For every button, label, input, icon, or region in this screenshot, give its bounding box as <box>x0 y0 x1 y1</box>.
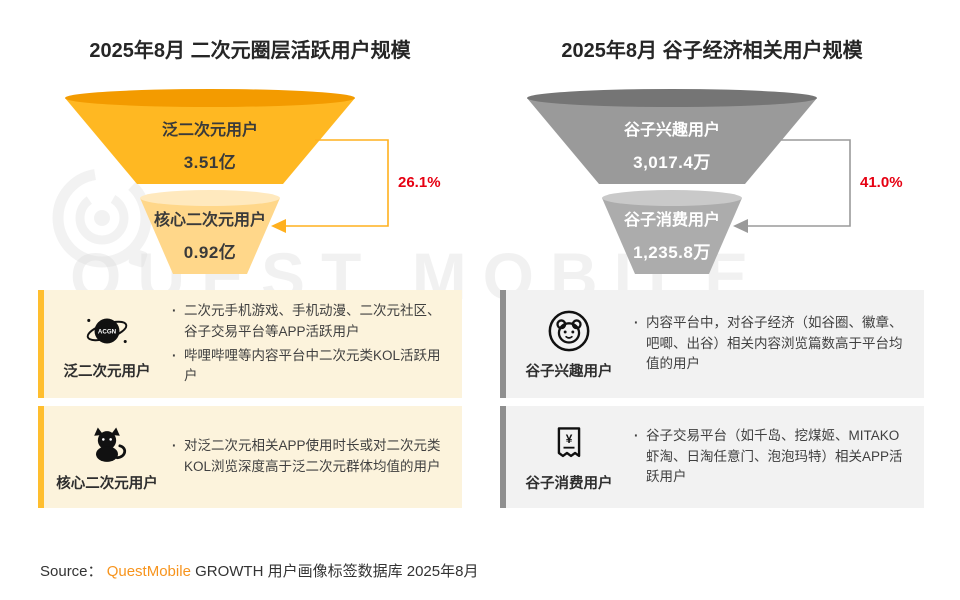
left-funnel-bottom-label: 核心二次元用户 <box>153 212 266 229</box>
card-label: 谷子兴趣用户 <box>525 363 613 380</box>
card-bullet-list: 对泛二次元相关APP使用时长或对二次元类KOL浏览深度高于泛二次元群体均值的用户 <box>170 425 462 489</box>
right-funnel-top-ellipse <box>527 89 817 107</box>
acgn-planet-icon: ACGN <box>86 318 128 343</box>
right-funnel-top-shape <box>527 98 817 184</box>
source-line: Source： QuestMobile GROWTH 用户画像标签数据库 202… <box>40 560 478 581</box>
card-label: 核心二次元用户 <box>56 475 158 492</box>
pan-acgn-user-card: ACGN 泛二次元用户 二次元手机游戏、手机动漫、二次元社区、谷子交易平台等AP… <box>38 290 462 398</box>
card-bullet-list: 二次元手机游戏、手机动漫、二次元社区、谷子交易平台等APP活跃用户 哔哩哔哩等内… <box>170 290 462 399</box>
card-icon-column: ACGN 泛二次元用户 <box>44 308 170 381</box>
card-icon-column: 核心二次元用户 <box>44 422 170 493</box>
left-conversion-rate: 26.1% <box>398 174 441 191</box>
left-funnel-bottom-value: 0.92亿 <box>183 243 237 262</box>
right-funnel-bottom-ellipse <box>602 190 742 206</box>
right-panel-title: 2025年8月 谷子经济相关用户规模 <box>561 40 863 62</box>
left-funnel-top-shape <box>65 98 355 184</box>
card-icon-column: ¥ 谷子消费用户 <box>506 422 632 493</box>
questmobile-logo-watermark <box>44 158 164 288</box>
card-icon-column: 谷子兴趣用户 <box>506 308 632 381</box>
right-funnel-top-value: 3,017.4万 <box>633 153 711 172</box>
yen-icon-text: ¥ <box>566 432 573 446</box>
core-acgn-user-card: 核心二次元用户 对泛二次元相关APP使用时长或对二次元类KOL浏览深度高于泛二次… <box>38 406 462 508</box>
left-funnel-chart: 泛二次元用户 3.51亿 核心二次元用户 0.92亿 26.1% <box>50 84 480 289</box>
right-conversion-bracket <box>748 139 851 227</box>
bullet-item: 内容平台中，对谷子经济（如谷圈、徽章、吧唧、出谷）相关内容浏览篇数高于平台均值的… <box>632 313 906 376</box>
left-funnel-svg <box>65 89 389 274</box>
goods-interest-user-card: 谷子兴趣用户 内容平台中，对谷子经济（如谷圈、徽章、吧唧、出谷）相关内容浏览篇数… <box>500 290 924 398</box>
bullet-item: 哔哩哔哩等内容平台中二次元类KOL活跃用户 <box>170 346 444 388</box>
left-funnel-top-ellipse <box>65 89 355 107</box>
left-funnel-bottom-ellipse <box>140 190 280 206</box>
card-bullet-list: 内容平台中，对谷子经济（如谷圈、徽章、吧唧、出谷）相关内容浏览篇数高于平台均值的… <box>632 302 924 387</box>
receipt-yen-icon: ¥ <box>557 426 581 457</box>
left-funnel-top-value: 3.51亿 <box>183 153 237 172</box>
q-logo-icon <box>52 168 152 268</box>
card-label: 谷子消费用户 <box>525 475 613 492</box>
bullet-item: 对泛二次元相关APP使用时长或对二次元类KOL浏览深度高于泛二次元群体均值的用户 <box>170 436 444 478</box>
left-conversion-bracket <box>286 139 389 227</box>
left-conversion-arrow <box>271 219 286 233</box>
left-panel-title: 2025年8月 二次元圈层活跃用户规模 <box>89 40 411 62</box>
card-bullet-list: 谷子交易平台（如千岛、挖煤姬、MITAKO虾淘、日淘任意门、泡泡玛特）相关APP… <box>632 415 924 500</box>
bear-face-circle-icon <box>548 310 590 351</box>
source-prefix: Source： <box>40 563 103 580</box>
right-funnel-chart: 谷子兴趣用户 3,017.4万 谷子消费用户 1,235.8万 41.0% <box>512 84 942 289</box>
right-funnel-bottom-label: 谷子消费用户 <box>623 212 720 229</box>
right-conversion-arrow <box>733 219 748 233</box>
right-conversion-rate: 41.0% <box>860 174 903 191</box>
goods-consumer-user-card: ¥ 谷子消费用户 谷子交易平台（如千岛、挖煤姬、MITAKO虾淘、日淘任意门、泡… <box>500 406 924 508</box>
source-brand: QuestMobile <box>106 563 191 580</box>
right-funnel-bottom-shape <box>602 198 742 274</box>
right-funnel-top-label: 谷子兴趣用户 <box>623 122 720 139</box>
source-rest: GROWTH 用户画像标签数据库 2025年8月 <box>195 563 479 580</box>
acgn-icon-text: ACGN <box>98 328 117 335</box>
black-cat-icon <box>94 427 127 462</box>
right-funnel-bottom-value: 1,235.8万 <box>633 243 711 262</box>
bullet-item: 谷子交易平台（如千岛、挖煤姬、MITAKO虾淘、日淘任意门、泡泡玛特）相关APP… <box>632 426 906 489</box>
card-label: 泛二次元用户 <box>63 363 151 380</box>
bullet-item: 二次元手机游戏、手机动漫、二次元社区、谷子交易平台等APP活跃用户 <box>170 301 444 343</box>
left-funnel-top-label: 泛二次元用户 <box>161 122 258 139</box>
right-funnel-svg <box>527 89 851 274</box>
left-funnel-bottom-shape <box>140 198 280 274</box>
